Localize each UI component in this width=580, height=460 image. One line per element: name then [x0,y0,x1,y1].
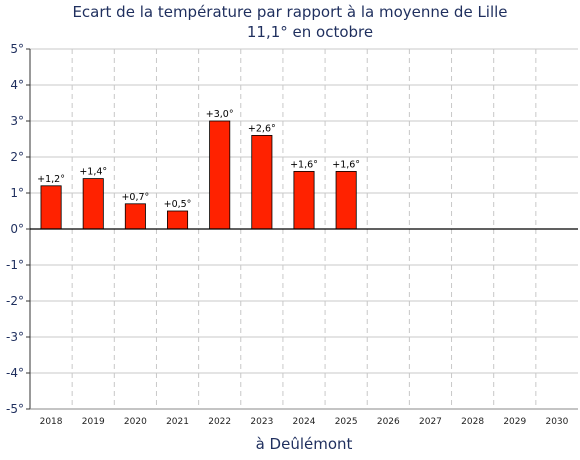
data-label: +3,0° [206,109,234,120]
data-label: +0,5° [164,199,192,210]
data-label: +0,7° [121,192,149,203]
labels: 5° 4° 3° 2° 1° 0° -1° -2° -3° -4° -5° +1,2° 2018 +1,4… [6,42,569,427]
x-tick-label: 2025 [335,417,358,427]
x-tick-label: 2026 [377,417,400,427]
y-tick-label: -3° [6,330,24,344]
y-tick-label: 0° [10,222,24,236]
bar [251,134,273,230]
bar [167,210,189,230]
bar [293,170,315,230]
x-tick-label: 2022 [208,417,231,427]
y-tick-label: 1° [10,186,24,200]
x-tick-label: 2023 [250,417,273,427]
x-tick-label: 2021 [166,417,189,427]
bar [40,185,62,230]
chart-subtitle: 11,1° en octobre [246,23,374,41]
y-tick-label: 4° [10,78,24,92]
data-label: +2,6° [248,123,276,134]
y-tick-label: 3° [10,114,24,128]
y-tick-label: -4° [6,366,24,380]
y-tick-label: 5° [10,42,24,56]
x-tick-label: 2020 [124,417,147,427]
y-tick-label: -5° [6,402,24,416]
data-label: +1,4° [79,167,107,178]
x-axis-label: à Deûlémont [255,435,353,453]
y-tick-label: 2° [10,150,24,164]
y-tick-label: -2° [6,294,24,308]
bar [209,120,231,230]
x-tick-label: 2030 [545,417,568,427]
x-tick-label: 2024 [293,417,316,427]
y-tick-label: -1° [6,258,24,272]
x-tick-label: 2029 [503,417,526,427]
bar [124,203,146,230]
x-tick-label: 2019 [82,417,105,427]
chart-title: Ecart de la température par rapport à la… [72,3,508,21]
data-label: +1,6° [332,159,360,170]
bars [40,120,357,230]
x-tick-label: 2018 [40,417,63,427]
axes [26,48,578,410]
bar [335,170,357,230]
data-label: +1,6° [290,159,318,170]
data-label: +1,2° [37,174,65,185]
x-tick-label: 2027 [419,417,442,427]
bar [82,178,104,230]
x-tick-label: 2028 [461,417,484,427]
